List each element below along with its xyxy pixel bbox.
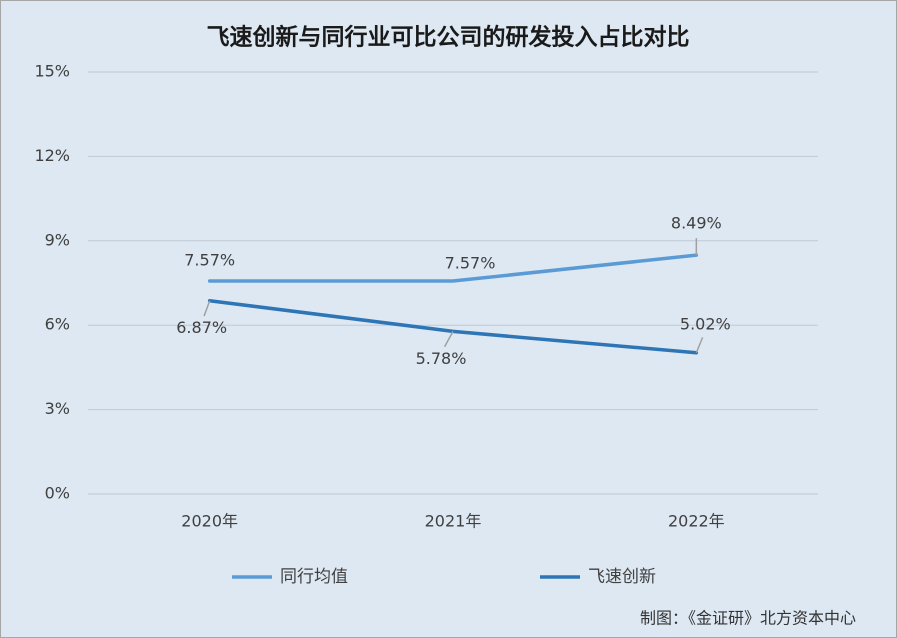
y-tick-label: 12% — [34, 146, 70, 165]
chart-title: 飞速创新与同行业可比公司的研发投入占比对比 — [207, 24, 690, 51]
data-label: 6.87% — [176, 318, 227, 337]
data-label: 8.49% — [671, 214, 722, 233]
y-tick-label: 9% — [45, 230, 70, 249]
x-tick-label: 2021年 — [425, 512, 482, 531]
leader-line — [443, 331, 454, 348]
source-note: 制图：《金证研》北方资本中心 — [640, 609, 856, 628]
x-tick-label: 2022年 — [668, 512, 725, 531]
y-tick-label: 15% — [34, 62, 70, 81]
legend-label: 同行均值 — [280, 567, 348, 587]
x-tick-label: 2020年 — [181, 512, 238, 531]
leader-line — [695, 337, 704, 354]
y-tick-label: 6% — [45, 315, 70, 334]
data-label: 7.57% — [445, 254, 496, 273]
y-tick-label: 3% — [45, 399, 70, 418]
data-label: 5.02% — [680, 314, 731, 333]
data-label: 7.57% — [184, 251, 235, 270]
y-tick-label: 0% — [45, 484, 70, 503]
legend-label: 飞速创新 — [588, 567, 656, 587]
data-label: 5.78% — [416, 349, 467, 368]
series-line — [207, 253, 699, 283]
series-line — [207, 298, 699, 355]
leader-line — [203, 300, 211, 317]
